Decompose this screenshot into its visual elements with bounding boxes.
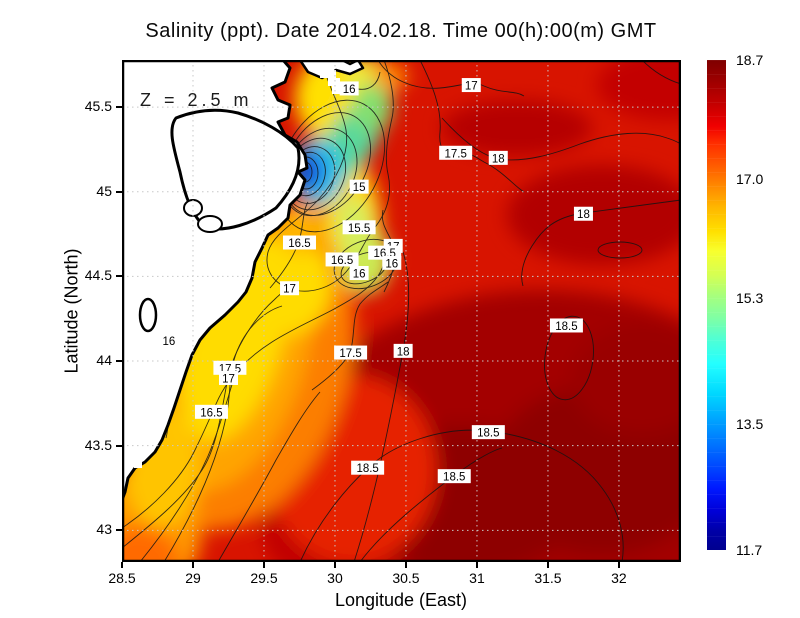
colorbar-tick-label: 13.5	[736, 416, 764, 432]
coastal-lake	[138, 297, 158, 333]
contour-label-box	[194, 404, 228, 419]
contour-label: 17	[465, 81, 478, 93]
contour-label: 17	[222, 373, 235, 385]
x-tick-label: 29.5	[250, 570, 278, 586]
contour-label-box	[339, 81, 359, 96]
contour-label: 18	[577, 209, 590, 221]
contour-label-box	[218, 370, 238, 385]
contour-label-box	[471, 425, 505, 440]
contour-label-box	[549, 318, 583, 333]
contour-label-box	[461, 78, 481, 93]
contour-label: 15.5	[348, 223, 370, 235]
contour-label: 17	[283, 284, 296, 296]
contour-label: 15	[353, 182, 366, 194]
contour-label-box	[439, 145, 473, 160]
contour-label: 18.5	[356, 463, 378, 475]
colorbar-tick-label: 11.7	[736, 542, 763, 558]
y-tick-label: 45	[96, 182, 112, 199]
y-tick	[116, 190, 122, 193]
y-tick-label: 44	[96, 352, 112, 369]
contour-label: 18.5	[555, 321, 577, 333]
y-tick-label: 44.5	[84, 267, 112, 284]
gridlines	[122, 60, 681, 562]
contour-label-box	[282, 235, 316, 250]
contour-label: 17.5	[444, 148, 466, 160]
contour-label: 16	[162, 336, 175, 348]
contour-label: 16	[385, 258, 398, 270]
contour-label-box	[159, 333, 179, 348]
y-axis-title: Latitude (North)	[61, 248, 82, 374]
land	[122, 60, 365, 502]
contour-label: 16	[353, 268, 366, 280]
x-tick	[617, 562, 620, 568]
y-tick-label: 43	[96, 521, 112, 538]
x-tick	[404, 562, 407, 568]
contour-label-box	[351, 460, 385, 475]
plot-frame	[121, 59, 682, 563]
contour-labels: 161717.5181515.516.51716.516.51616171617…	[159, 78, 593, 484]
contour-label-box	[382, 255, 402, 270]
contour-label-box	[342, 220, 376, 235]
contour-label: 18.5	[477, 428, 499, 440]
colorbar-tick-label: 18.7	[736, 52, 764, 68]
x-tick-label: 30.5	[392, 570, 420, 586]
y-tick	[116, 529, 122, 532]
contour-label: 16.5	[200, 407, 222, 419]
contour-label-box	[573, 206, 593, 221]
page-title: Salinity (ppt). Date 2014.02.18. Time 00…	[145, 20, 657, 42]
x-axis-title: Longitude (East)	[334, 590, 468, 610]
contour-lines	[122, 60, 681, 562]
contour-label-box	[393, 343, 413, 358]
x-tick-label: 29	[185, 570, 201, 586]
contour-label-box	[488, 150, 508, 165]
x-tick-label: 30	[327, 570, 343, 586]
colorbar-tick-label: 15.3	[736, 290, 764, 306]
y-tick	[116, 444, 122, 447]
y-tick	[116, 106, 122, 109]
contour-label: 16.5	[288, 238, 310, 250]
x-tick	[191, 562, 194, 568]
x-tick	[475, 562, 478, 568]
contour-label: 18.5	[443, 472, 465, 484]
plot-area: 161717.5181515.516.51716.516.51616171617…	[121, 59, 682, 563]
x-tick	[262, 562, 265, 568]
contour-label-box	[325, 252, 359, 267]
lagoon-island	[197, 215, 223, 233]
contour-label-box	[349, 179, 369, 194]
lagoon-island	[183, 199, 203, 217]
x-tick-label: 32	[611, 570, 627, 586]
contour-label: 18	[492, 153, 505, 165]
depth-annotation: Z = 2.5 m	[140, 90, 253, 110]
colorbar-tick-label: 17.0	[736, 171, 764, 187]
contour-label: 16	[343, 84, 356, 96]
contour-label-box	[280, 281, 300, 296]
salinity-field	[122, 60, 681, 562]
y-tick-label: 45.5	[84, 98, 112, 115]
x-tick	[333, 562, 336, 568]
y-tick	[116, 360, 122, 363]
contour-label: 17.5	[339, 348, 361, 360]
x-tick-label: 31.5	[534, 570, 562, 586]
y-tick	[116, 275, 122, 278]
colorbar	[707, 60, 726, 550]
contour-label: 16.5	[331, 255, 353, 267]
contour-map-svg: 161717.5181515.516.51716.516.51616171617…	[121, 59, 682, 563]
landmask-cells	[125, 62, 340, 468]
y-tick-label: 43.5	[84, 436, 112, 453]
x-tick	[121, 562, 123, 568]
contour-label-box	[334, 345, 368, 360]
contour-label: 18	[397, 346, 410, 358]
x-tick-label: 31	[469, 570, 485, 586]
x-tick	[546, 562, 549, 568]
x-tick-label: 28.5	[108, 570, 136, 586]
contour-label-box	[349, 265, 369, 280]
contour-label-box	[437, 469, 471, 484]
